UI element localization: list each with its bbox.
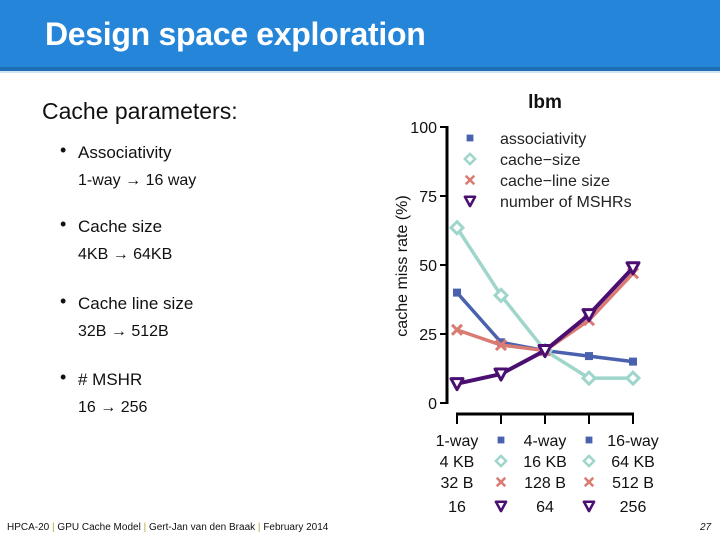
svg-text:number of MSHRs: number of MSHRs bbox=[500, 194, 632, 211]
y-tick-label: 50 bbox=[419, 258, 437, 275]
bullet-dot-icon: • bbox=[60, 291, 67, 311]
legend-item: cache−line size bbox=[464, 173, 610, 190]
x-axis bbox=[456, 412, 634, 424]
y-tick-label: 25 bbox=[419, 327, 437, 344]
slide-title: Design space exploration bbox=[45, 16, 426, 52]
x-tick-label: 128 B bbox=[524, 475, 566, 492]
chart-legend: associativity cache−size cache−line size nu… bbox=[463, 131, 632, 211]
bullet-range: 16 → 256 bbox=[78, 399, 148, 416]
bullet-dot-icon: • bbox=[60, 214, 67, 234]
x-tick-label: 1-way bbox=[436, 433, 479, 450]
footer-date: February 2014 bbox=[263, 522, 329, 533]
bullet-range: 1-way → 16 way bbox=[78, 172, 197, 189]
legend-item: number of MSHRs bbox=[463, 194, 632, 211]
x-tick-label: 512 B bbox=[612, 475, 654, 492]
footer-author: Gert-Jan van den Braak bbox=[148, 522, 256, 533]
footer-conference: HPCA-20 bbox=[7, 522, 50, 533]
legend-item: cache−size bbox=[463, 152, 581, 169]
series-number-of-mshrs bbox=[449, 261, 641, 392]
slide-footer: HPCA-20 | GPU Cache Model | Gert-Jan van… bbox=[7, 522, 328, 533]
slide-header bbox=[0, 0, 720, 67]
x-tick-label: 16 bbox=[448, 499, 466, 516]
y-tick-label: 0 bbox=[428, 396, 437, 413]
intro-text: Cache parameters: bbox=[42, 98, 238, 124]
y-tick-label: 75 bbox=[419, 189, 437, 206]
bullet-range: 32B → 512B bbox=[78, 323, 169, 340]
y-axis: 0 25 50 75 100 bbox=[410, 120, 449, 413]
chart-title: lbm bbox=[528, 92, 562, 113]
y-axis-label: cache miss rate (%) bbox=[394, 195, 411, 336]
header-divider-light bbox=[0, 71, 720, 73]
footer-talk-title: GPU Cache Model bbox=[57, 522, 141, 533]
svg-text:cache−line size: cache−line size bbox=[500, 173, 610, 190]
footer-separator: | bbox=[143, 522, 147, 533]
svg-text:cache−size: cache−size bbox=[500, 152, 581, 169]
legend-item: associativity bbox=[466, 131, 586, 148]
bullet-name: Cache size bbox=[78, 217, 163, 236]
bullet-dot-icon: • bbox=[60, 140, 67, 160]
x-tick-label: 4-way bbox=[524, 433, 567, 450]
footer-separator: | bbox=[52, 522, 55, 533]
footer-separator: | bbox=[257, 522, 261, 533]
x-tick-label: 32 B bbox=[441, 475, 474, 492]
bullet-name: Associativity bbox=[78, 143, 172, 162]
bullet-dot-icon: • bbox=[60, 367, 67, 387]
bullet-name: # MSHR bbox=[78, 370, 143, 389]
page-number: 27 bbox=[700, 522, 712, 533]
x-tick-label: 16 KB bbox=[523, 454, 567, 471]
header-divider bbox=[0, 67, 720, 71]
x-tick-label: 4 KB bbox=[440, 454, 475, 471]
x-tick-labels: 1-way 4-way 16-way 4 KB 16 KB 64 KB 32 B 128 B 5… bbox=[436, 433, 659, 516]
x-tick-label: 64 bbox=[536, 499, 554, 516]
bullet-range: 4KB → 64KB bbox=[78, 246, 173, 263]
x-tick-label: 64 KB bbox=[611, 454, 655, 471]
x-tick-label: 16-way bbox=[607, 433, 659, 450]
bullet-name: Cache line size bbox=[78, 294, 194, 313]
x-tick-label: 256 bbox=[620, 499, 647, 516]
y-tick-label: 100 bbox=[410, 120, 437, 137]
svg-text:associativity: associativity bbox=[500, 131, 586, 148]
data-series bbox=[448, 219, 642, 392]
